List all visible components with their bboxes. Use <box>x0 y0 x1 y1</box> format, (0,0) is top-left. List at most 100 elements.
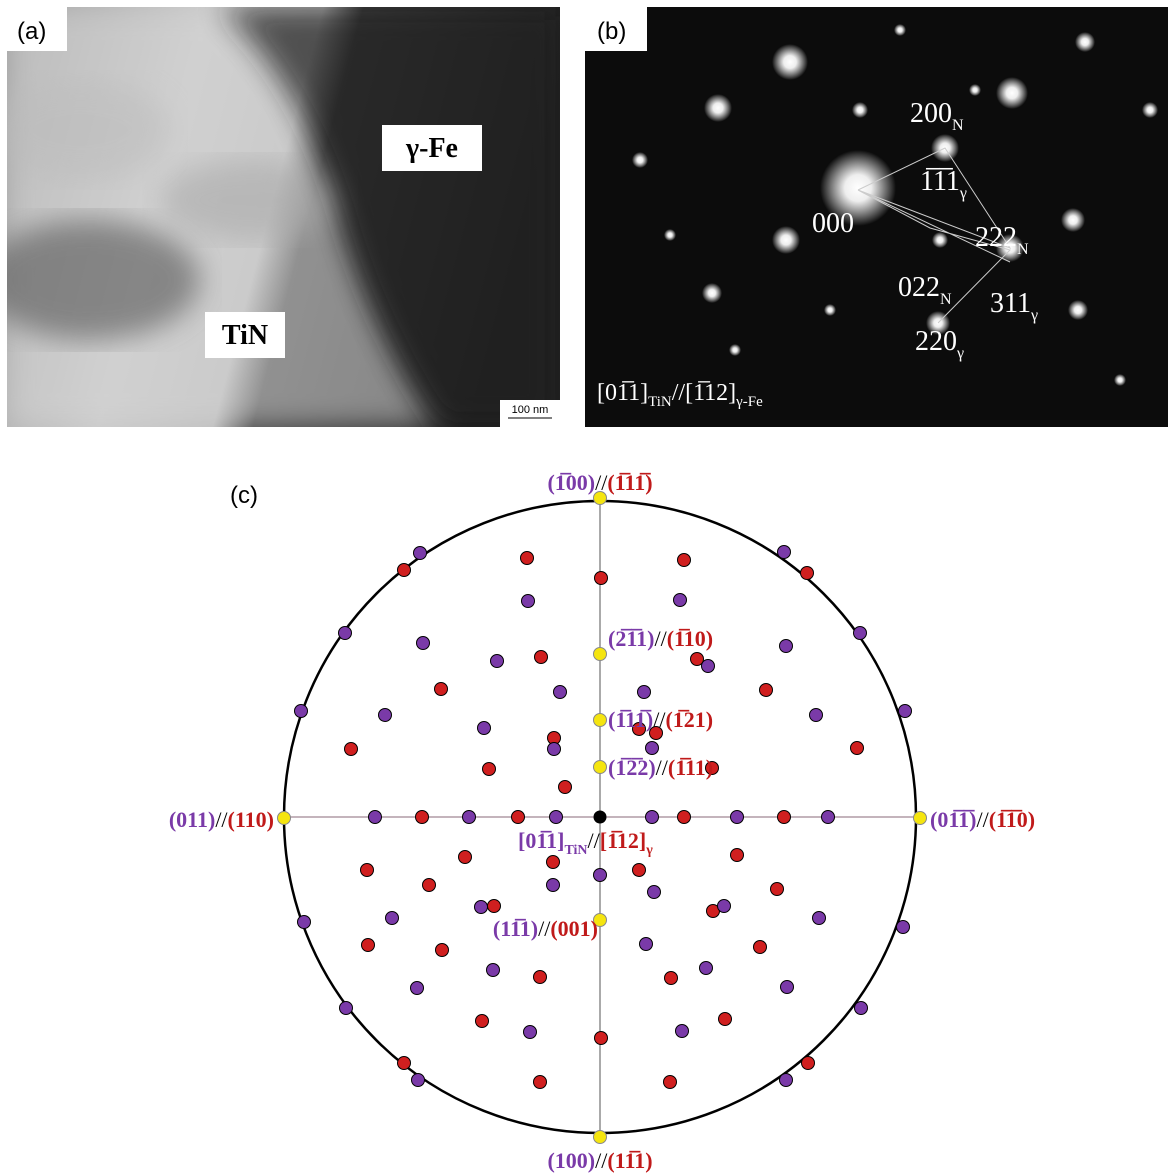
spot <box>996 77 1028 109</box>
pole-fe <box>801 567 814 580</box>
spot <box>969 84 981 96</box>
pole-tin <box>813 912 826 925</box>
pole-tin <box>339 627 352 640</box>
phase: γ <box>956 345 964 362</box>
pole-fe <box>535 651 548 664</box>
pole-tin <box>478 722 491 735</box>
phase: N <box>940 291 952 308</box>
tin: (1̅11̅) <box>608 707 653 732</box>
spot <box>894 24 906 36</box>
spot <box>704 94 732 122</box>
pole-tin <box>780 640 793 653</box>
pole-common <box>594 761 607 774</box>
micrograph <box>0 7 560 427</box>
pole-fe <box>476 1015 489 1028</box>
pole-fe <box>423 879 436 892</box>
pole-common <box>278 812 291 825</box>
phase: N <box>952 117 964 134</box>
pole-tin <box>822 811 835 824</box>
spot <box>1068 300 1088 320</box>
sub: TiN <box>648 394 672 410</box>
pole-label: (01̅1̅)//(1̅1̅0) <box>930 807 1035 832</box>
pole-tin <box>414 547 427 560</box>
poles <box>278 492 927 1144</box>
pole-tin <box>340 1002 353 1015</box>
pole-tin <box>491 655 504 668</box>
pole-tin <box>412 1074 425 1087</box>
sep: // <box>538 916 551 941</box>
fe: (1̅1̅0) <box>989 807 1035 832</box>
spot <box>1114 374 1126 386</box>
fe: [1̅12] <box>685 380 736 406</box>
pole-fe <box>559 781 572 794</box>
tin: [01̅1] <box>597 380 648 406</box>
sep: // <box>588 828 601 853</box>
spot <box>1075 32 1095 52</box>
pole-tin <box>897 921 910 934</box>
hkl: 000 <box>812 208 854 239</box>
sep: // <box>653 707 666 732</box>
pole-tin <box>638 686 651 699</box>
phase: γ <box>959 185 967 202</box>
pole-tin <box>648 886 661 899</box>
pole-fe <box>760 684 773 697</box>
figure: (a) γ-Fe TiN 100 nm (b) (c) 200N1̅1̅1γ00… <box>0 0 1168 1176</box>
pole-fe <box>547 856 560 869</box>
pole-fe <box>678 554 691 567</box>
fe: (1̅11̅) <box>607 470 652 495</box>
panel-label: (a) <box>17 18 46 45</box>
pole-tin <box>550 811 563 824</box>
pole-tin <box>780 1074 793 1087</box>
pole-fe <box>488 900 501 913</box>
pole-tin <box>298 916 311 929</box>
spot <box>932 232 948 248</box>
pole-tin <box>781 981 794 994</box>
phase: N <box>1017 241 1029 258</box>
scale-label: 100 nm <box>512 404 549 416</box>
zone-axis: [01̅1]TiN//[1̅12]γ <box>518 828 653 858</box>
spot <box>1061 208 1085 232</box>
pole-fe <box>534 971 547 984</box>
hkl: 311 <box>990 288 1031 319</box>
pole-fe <box>416 811 429 824</box>
spot <box>664 229 676 241</box>
panel-label: (b) <box>597 18 626 45</box>
spot-label: 000 <box>812 208 854 239</box>
hkl: 200 <box>910 98 952 129</box>
pole-tin <box>674 594 687 607</box>
pole-tin <box>463 811 476 824</box>
pole-tin <box>524 1026 537 1039</box>
sub: γ-Fe <box>735 394 763 410</box>
pole-common <box>594 1131 607 1144</box>
spot <box>852 102 868 118</box>
pole-tin <box>487 964 500 977</box>
sub: γ <box>645 843 653 858</box>
pole-fe <box>851 742 864 755</box>
spot <box>702 283 722 303</box>
spot <box>1142 102 1158 118</box>
pole-tin <box>702 660 715 673</box>
pole-fe <box>771 883 784 896</box>
pole-common <box>594 714 607 727</box>
pole-tin <box>369 811 382 824</box>
pole-tin <box>594 869 607 882</box>
tin: (1̅00) <box>547 470 595 495</box>
spot <box>772 44 808 80</box>
pole-fe <box>436 944 449 957</box>
tin: (2̅1̅1) <box>608 626 654 651</box>
pole-fe <box>678 811 691 824</box>
fe: (110) <box>228 807 274 832</box>
pole-tin <box>899 705 912 718</box>
spot <box>632 152 648 168</box>
spot-label: 220γ <box>915 326 964 362</box>
pole-tin <box>554 686 567 699</box>
tin: (01̅1̅) <box>930 807 976 832</box>
center <box>594 811 607 824</box>
tin: [01̅1] <box>518 828 564 853</box>
pole-fe <box>595 1032 608 1045</box>
tin: (011) <box>169 807 215 832</box>
pole-common <box>914 812 927 825</box>
pole-tin <box>379 709 392 722</box>
pole-tin <box>854 627 867 640</box>
phase-label: TiN <box>222 320 268 351</box>
